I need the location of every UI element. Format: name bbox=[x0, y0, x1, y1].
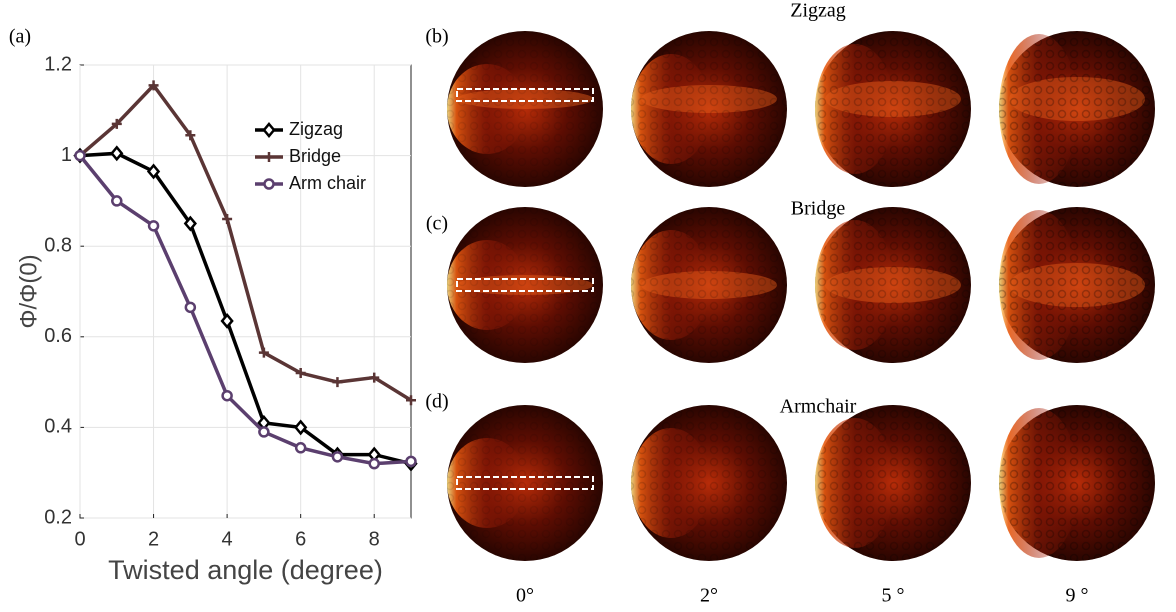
column-label: 5 ° bbox=[882, 585, 905, 607]
marker bbox=[368, 457, 380, 470]
panel-label: (c) bbox=[426, 213, 448, 235]
y-tick-label: 0.4 bbox=[44, 416, 72, 438]
marker bbox=[369, 372, 380, 383]
marker bbox=[294, 442, 307, 454]
line bbox=[78, 82, 412, 402]
legend-label: Bridge bbox=[289, 146, 341, 166]
marker bbox=[406, 395, 416, 406]
marker bbox=[331, 451, 344, 463]
marker bbox=[185, 130, 196, 141]
y-tick-label: 1 bbox=[61, 144, 72, 166]
ripple-texture bbox=[999, 405, 1155, 561]
heatmap-grid bbox=[447, 31, 1155, 561]
marker bbox=[221, 389, 233, 402]
marker bbox=[220, 312, 234, 329]
ripple-texture bbox=[631, 405, 787, 561]
ripple-texture bbox=[999, 207, 1155, 363]
ripple-texture bbox=[815, 31, 971, 187]
y-tick-label: 0.8 bbox=[44, 234, 72, 256]
x-tick-label: 8 bbox=[369, 528, 380, 550]
marker bbox=[184, 301, 197, 314]
x-tick-label: 0 bbox=[74, 528, 85, 550]
y-tick-label: 1.2 bbox=[44, 53, 72, 75]
y-tick-label: 0.2 bbox=[44, 506, 72, 528]
x-axis-label: Twisted angle (degree) bbox=[108, 555, 383, 585]
marker bbox=[110, 145, 124, 162]
marker bbox=[222, 214, 233, 225]
column-label: 9 ° bbox=[1066, 585, 1089, 607]
y-tick-label: 0.6 bbox=[44, 325, 72, 347]
legend-marker bbox=[263, 178, 275, 190]
marker bbox=[148, 80, 159, 91]
marker bbox=[332, 377, 343, 388]
marker bbox=[295, 368, 306, 379]
marker bbox=[258, 426, 270, 438]
marker bbox=[258, 347, 269, 358]
ripple-texture bbox=[631, 31, 787, 187]
ripple-texture bbox=[447, 207, 603, 363]
legend-label: Arm chair bbox=[289, 173, 366, 193]
selection-box bbox=[456, 278, 594, 292]
x-tick-label: 6 bbox=[295, 528, 306, 550]
line bbox=[78, 154, 412, 466]
marker bbox=[111, 195, 123, 207]
x-tick-label: 2 bbox=[148, 528, 159, 550]
marker bbox=[111, 118, 122, 129]
y-axis-label: Φ/Φ(0) bbox=[15, 254, 42, 328]
ripple-texture bbox=[815, 405, 971, 561]
column-label: 0° bbox=[516, 585, 534, 607]
ripple-texture bbox=[631, 207, 787, 363]
ripple-texture bbox=[815, 207, 971, 363]
panel-label: (b) bbox=[425, 26, 448, 48]
x-tick-label: 4 bbox=[222, 528, 233, 550]
selection-box bbox=[456, 476, 594, 490]
marker bbox=[74, 149, 86, 162]
marker bbox=[183, 215, 197, 232]
panel-label: (a) bbox=[9, 26, 31, 48]
column-label: 2° bbox=[700, 585, 718, 607]
ripple-texture bbox=[447, 31, 603, 187]
row-title: Bridge bbox=[791, 198, 846, 220]
ripple-texture bbox=[999, 31, 1155, 187]
panel-label: (d) bbox=[425, 391, 448, 413]
marker bbox=[147, 220, 160, 232]
ripple-texture bbox=[447, 405, 603, 561]
marker bbox=[405, 455, 417, 468]
legend-marker bbox=[264, 152, 274, 162]
row-title: Armchair bbox=[780, 396, 857, 418]
legend-marker bbox=[262, 122, 276, 138]
marker bbox=[146, 163, 161, 180]
line bbox=[79, 151, 412, 466]
selection-box bbox=[456, 88, 594, 102]
legend-label: Zigzag bbox=[289, 119, 343, 139]
row-title: Zigzag bbox=[790, 0, 846, 22]
marker bbox=[294, 419, 308, 436]
